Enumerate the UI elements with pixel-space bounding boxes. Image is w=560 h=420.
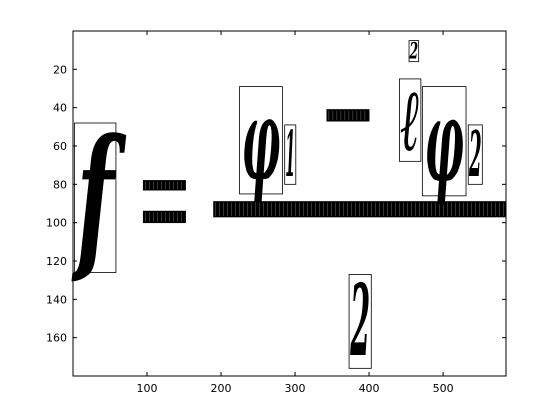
y-tick-label: 160 [46, 332, 67, 345]
x-tick-label: 100 [137, 382, 158, 395]
symbol-box-3: φ [239, 73, 283, 206]
bounding-box [399, 78, 422, 162]
symbol-box-7: 2 [408, 39, 420, 65]
symbol-glyph: 1 [285, 117, 295, 191]
symbol-box-9: ℓ [399, 70, 422, 171]
symbol-glyph: 2 [350, 263, 370, 379]
symbol-glyph: φ [425, 74, 464, 209]
symbol-box-2 [142, 210, 186, 224]
y-tick-label: 80 [53, 178, 67, 191]
symbol-box-1 [142, 180, 186, 191]
y-tick-label: 100 [46, 217, 67, 230]
bounding-box [284, 124, 297, 185]
bounding-box [239, 86, 283, 195]
y-tick-label: 120 [46, 255, 67, 268]
bar-glyph [143, 180, 186, 191]
x-tick-label: 200 [211, 382, 232, 395]
bounding-box [467, 124, 483, 185]
bar-glyph [326, 109, 370, 122]
symbol-glyph: 2 [409, 39, 418, 65]
symbol-box-4: 1 [284, 117, 297, 191]
symbol-glyph: ℓ [400, 70, 419, 171]
bounding-box [142, 180, 186, 191]
symbol-box-8 [213, 201, 507, 218]
bounding-box [421, 86, 467, 197]
symbol-glyph: φ [242, 73, 281, 206]
symbol-glyph: 2 [469, 117, 482, 191]
symbol-box-11: 2 [467, 117, 483, 191]
x-tick-label: 500 [433, 382, 454, 395]
bar-glyph [213, 201, 506, 217]
symbol-box-6: 2 [348, 263, 372, 379]
bounding-box [326, 109, 370, 122]
y-tick-label: 140 [46, 293, 67, 306]
symbol-box-5 [326, 109, 370, 122]
y-tick-label: 60 [53, 140, 67, 153]
x-tick-label: 400 [359, 382, 380, 395]
bounding-box [348, 274, 372, 369]
bar-glyph [143, 211, 186, 223]
bounding-box [74, 122, 117, 273]
symbol-box-10: φ [421, 74, 467, 209]
x-tick-label: 300 [285, 382, 306, 395]
bounding-box [408, 40, 420, 63]
y-tick-label: 20 [53, 63, 67, 76]
axes-frame [72, 30, 507, 377]
axes-ticks: 100 200 300 400 500 20 40 60 80 100 120 140 160 [46, 31, 506, 395]
y-tick-label: 40 [53, 102, 67, 115]
bounding-box [142, 210, 186, 224]
